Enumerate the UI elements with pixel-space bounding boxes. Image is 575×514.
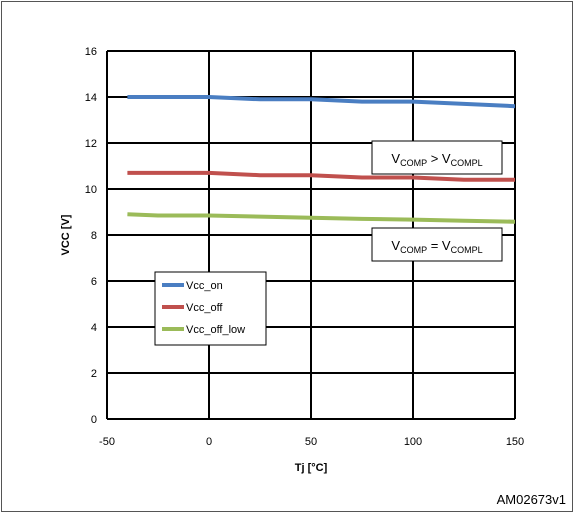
annotation-box-greater: VCOMP > VCOMPL	[371, 140, 503, 175]
y-tick-label: 10	[85, 184, 97, 196]
y-axis-title: VCC [V]	[60, 214, 72, 255]
legend-label: Vcc_off	[186, 302, 223, 314]
x-tick-label: 100	[404, 436, 422, 448]
legend-label: Vcc_on	[186, 280, 223, 292]
y-tick-label: 4	[91, 322, 97, 334]
x-tick-label: -50	[99, 436, 115, 448]
series-line-vcc-off	[127, 170, 515, 182]
x-axis-ticks: -50 0 50 100 150	[99, 436, 524, 448]
x-axis-title: Tj [°C]	[295, 462, 328, 474]
annotation-greater-text: VCOMP > VCOMPL	[391, 151, 482, 168]
x-tick-label: 150	[506, 436, 524, 448]
y-axis-ticks: 0 2 4 6 8 10 12 14 16	[85, 46, 97, 426]
series-line-vcc-on	[127, 95, 516, 109]
series-line-vcc-off-low	[127, 212, 516, 224]
y-tick-label: 12	[85, 138, 97, 150]
y-tick-label: 0	[91, 414, 97, 426]
x-tick-label: 0	[206, 436, 212, 448]
y-tick-label: 8	[91, 230, 97, 242]
x-tick-label: 50	[305, 436, 317, 448]
y-tick-label: 2	[91, 368, 97, 380]
series-lines	[127, 95, 516, 224]
y-tick-label: 14	[85, 92, 97, 104]
y-tick-label: 16	[85, 46, 97, 58]
y-tick-label: 6	[91, 276, 97, 288]
legend-label: Vcc_off_low	[186, 324, 245, 336]
annotation-box-equal: VCOMP = VCOMPL	[371, 227, 503, 262]
figure-id: AM02673v1	[496, 492, 566, 507]
legend: Vcc_on Vcc_off Vcc_off_low	[154, 271, 267, 346]
annotation-equal-text: VCOMP = VCOMPL	[391, 238, 482, 255]
